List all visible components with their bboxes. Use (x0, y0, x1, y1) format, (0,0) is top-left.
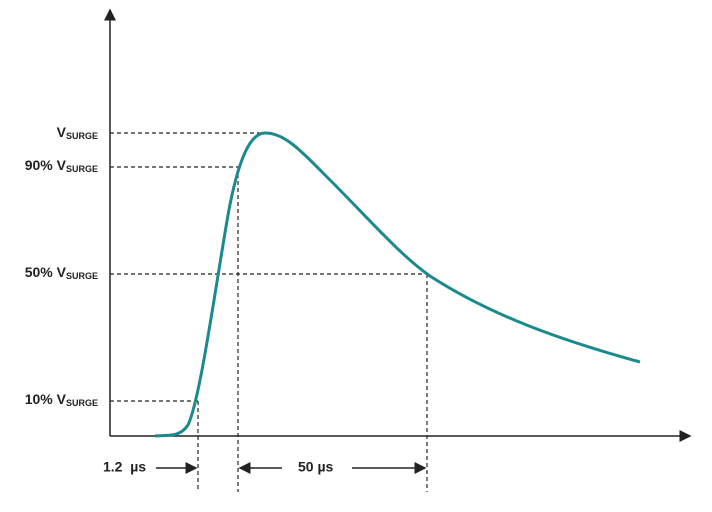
level-sub: SURGE (66, 398, 98, 408)
level-main: 50% V (25, 264, 67, 280)
level-label: 90% VSURGE (25, 157, 98, 175)
level-main: 90% V (25, 157, 67, 173)
level-label: VSURGE (57, 124, 98, 142)
level-sub: SURGE (66, 131, 98, 141)
surge-curve (154, 131, 641, 438)
level-label: 10% VSURGE (25, 391, 98, 409)
level-sub: SURGE (66, 271, 98, 281)
guides (110, 132, 428, 492)
time-label: 1.2 µs (103, 459, 146, 475)
level-main: V (57, 124, 67, 140)
level-sub: SURGE (66, 164, 98, 174)
level-main: 10% V (25, 391, 67, 407)
level-label: 50% VSURGE (25, 264, 98, 282)
time-label: 50 µs (298, 459, 334, 475)
